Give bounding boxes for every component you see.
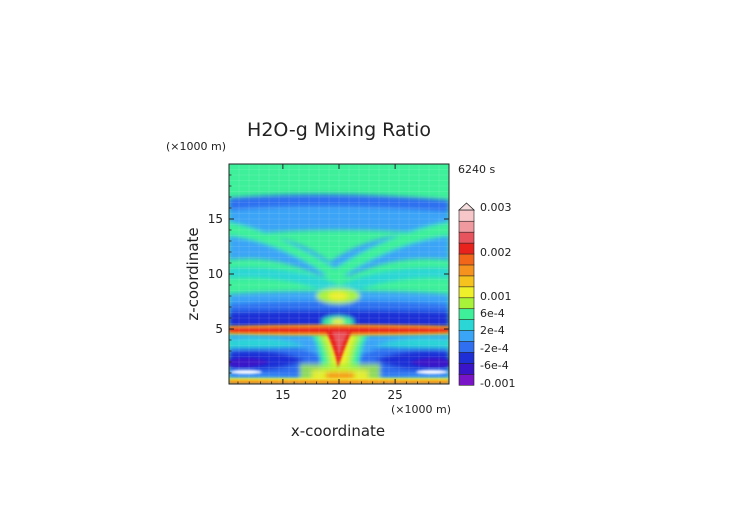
colorbar-swatch [458, 209, 475, 222]
colorbar-tick-label: -6e-4 [480, 359, 509, 372]
colorbar-swatch [458, 242, 475, 255]
chart-title: H2O-g Mixing Ratio [247, 119, 431, 141]
colorbar-tick-label: -0.001 [480, 377, 515, 390]
colorbar-overflow-arrow [457, 202, 476, 211]
colorbar-swatch [458, 362, 475, 375]
colorbar-swatch [458, 373, 475, 386]
colorbar-swatch [458, 220, 475, 233]
x-tick-label: 20 [331, 388, 346, 402]
x-tick-label: 15 [275, 388, 290, 402]
colorbar-swatch [458, 330, 475, 342]
y-tick-label: 15 [208, 212, 223, 226]
colorbar-swatch [458, 297, 475, 310]
colorbar-swatch [458, 264, 475, 277]
colorbar-swatch [458, 231, 475, 244]
x-axis-label: x-coordinate [291, 422, 385, 440]
colorbar-swatch [458, 351, 475, 364]
colorbar-swatch [458, 319, 475, 331]
colorbar-tick-label: 2e-4 [480, 324, 505, 337]
colorbar-swatch [458, 340, 475, 353]
colorbar-tick-label: 0.002 [480, 246, 512, 259]
y-axis-label: z-coordinate [184, 227, 202, 320]
x-tick-label: 25 [387, 388, 402, 402]
heatmap-field [229, 164, 449, 384]
colorbar-swatch [458, 286, 475, 299]
plot-grid [229, 164, 449, 384]
colorbar-swatch [458, 308, 475, 320]
colorbar-tick-label: 0.001 [480, 290, 512, 303]
colorbar-swatch [458, 275, 475, 288]
colorbar-tick-label: 6e-4 [480, 307, 505, 320]
y-tick-label: 5 [215, 322, 223, 336]
colorbar-swatch [458, 253, 475, 266]
colorbar: 0.003 0.002 0.001 6e-4 2e-4 -2e-4 -6e-4 -0.001 [457, 201, 515, 390]
x-unit-label: (×1000 m) [391, 403, 451, 416]
colorbar-tick-label: -2e-4 [480, 342, 509, 355]
axes: 15 20 25 5 10 15 [208, 164, 449, 402]
y-unit-label: (×1000 m) [166, 140, 226, 153]
y-tick-label: 10 [208, 267, 223, 281]
colorbar-tick-label: 0.003 [480, 201, 512, 214]
time-label: 6240 s [458, 163, 495, 176]
